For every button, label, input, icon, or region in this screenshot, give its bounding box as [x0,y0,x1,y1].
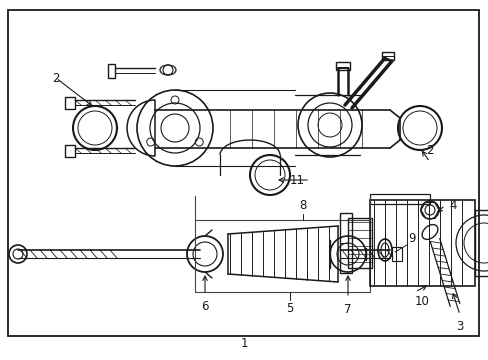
Bar [65,145,75,157]
Bar [339,213,351,273]
Text: 3: 3 [455,320,463,333]
Bar [369,200,474,286]
Text: 10: 10 [414,295,429,308]
Bar [381,52,393,60]
Text: 11: 11 [289,174,305,186]
Bar [65,97,75,109]
Text: 7: 7 [344,303,351,316]
Text: 2: 2 [426,144,433,157]
Bar [369,194,429,204]
Bar [335,62,349,70]
Text: 8: 8 [299,199,306,212]
Text: 5: 5 [286,302,293,315]
Text: 6: 6 [201,300,208,313]
Bar [108,64,115,78]
Bar [391,247,401,261]
Bar [195,220,369,292]
Text: 2: 2 [52,72,60,85]
Bar [474,210,488,276]
Circle shape [420,201,438,219]
Text: 9: 9 [407,231,415,244]
Text: 4: 4 [448,198,456,212]
Bar [347,218,371,268]
Circle shape [9,245,27,263]
Text: 1: 1 [240,337,247,350]
